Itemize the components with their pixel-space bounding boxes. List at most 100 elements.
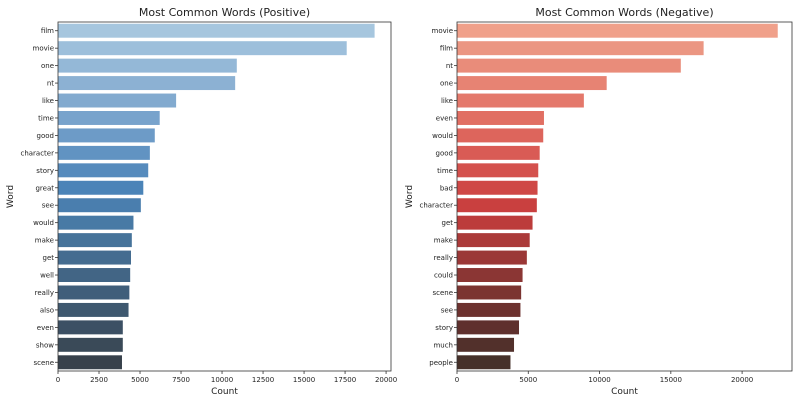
y-tick-label: would — [432, 132, 453, 140]
y-tick-label: much — [433, 341, 453, 349]
bar-scene — [58, 355, 122, 370]
bar-time — [58, 111, 160, 125]
y-axis-label: Word — [6, 185, 16, 208]
y-tick-label: nt — [446, 62, 453, 70]
x-tick-label: 20000 — [731, 376, 753, 384]
bar-story — [457, 320, 520, 335]
bar-even — [457, 111, 544, 125]
x-tick-label: 17500 — [334, 376, 356, 384]
chart-title: Most Common Words (Negative) — [535, 6, 713, 19]
bar-show — [58, 337, 123, 352]
bar-film — [457, 41, 704, 56]
x-tick-label: 10000 — [211, 376, 233, 384]
bar-nt — [58, 76, 236, 91]
bar-get — [58, 250, 131, 265]
y-tick-label: people — [429, 359, 453, 367]
bar-even — [58, 320, 123, 335]
y-tick-label: scene — [432, 289, 453, 297]
y-tick-label: film — [41, 27, 54, 35]
bar-movie — [58, 41, 347, 56]
y-axis-label: Word — [405, 185, 415, 208]
y-tick-label: story — [36, 167, 54, 175]
bar-make — [457, 233, 530, 248]
bar-really — [58, 285, 130, 300]
x-tick-label: 5000 — [131, 376, 149, 384]
x-tick-label: 12500 — [252, 376, 274, 384]
bar-like — [58, 93, 177, 108]
bar-would — [58, 215, 134, 230]
chart-positive-words: Most Common Words (Positive) Word Count … — [6, 6, 397, 397]
bar-make — [58, 233, 132, 248]
y-tick-label: movie — [33, 45, 55, 53]
x-tick-label: 2500 — [90, 376, 108, 384]
x-tick-label: 20000 — [375, 376, 397, 384]
y-tick-label: good — [436, 149, 453, 157]
bar-time — [457, 163, 539, 178]
y-tick-label: one — [41, 62, 54, 70]
bar-would — [457, 128, 544, 143]
x-tick-label: 15000 — [293, 376, 315, 384]
y-tick-labels: film movie one nt like time good character story… — [20, 27, 58, 367]
bar-bad — [457, 180, 538, 195]
y-tick-label: really — [434, 254, 453, 262]
bar-get — [457, 215, 533, 230]
y-tick-label: see — [441, 306, 453, 314]
y-tick-label: character — [419, 202, 453, 210]
y-tick-label: see — [42, 202, 54, 210]
bar-great — [58, 180, 144, 195]
y-tick-label: good — [37, 132, 54, 140]
y-tick-label: great — [35, 184, 54, 192]
y-tick-label: also — [40, 306, 54, 314]
x-tick-labels: 0 5000 10000 15000 20000 — [455, 371, 753, 384]
bar-scene — [457, 285, 522, 300]
bar-character — [457, 198, 537, 213]
x-tick-label: 0 — [455, 376, 459, 384]
plot-frame — [456, 21, 793, 372]
y-tick-label: would — [33, 219, 54, 227]
bar-one — [58, 58, 237, 73]
y-tick-label: could — [434, 272, 453, 280]
bar-good — [58, 128, 155, 143]
x-tick-label: 0 — [56, 376, 60, 384]
x-tick-label: 15000 — [660, 376, 682, 384]
y-tick-label: one — [440, 80, 453, 88]
bar-really — [457, 250, 527, 265]
y-tick-label: nt — [47, 80, 54, 88]
y-tick-label: well — [40, 272, 54, 280]
y-tick-label: like — [42, 97, 54, 105]
x-tick-labels: 0 2500 5000 7500 10000 12500 15000 17500 20000 — [56, 371, 397, 384]
y-tick-label: time — [38, 114, 54, 122]
y-tick-label: really — [35, 289, 54, 297]
y-tick-label: get — [43, 254, 55, 262]
x-tick-label: 5000 — [519, 376, 537, 384]
bar-also — [58, 302, 129, 317]
bar-movie — [457, 23, 778, 38]
bar-one — [457, 76, 607, 91]
bar-story — [58, 163, 149, 178]
y-tick-label: show — [36, 341, 54, 349]
bar-nt — [457, 58, 681, 73]
x-tick-label: 10000 — [588, 376, 610, 384]
x-axis-label: Count — [211, 387, 238, 397]
y-tick-label: make — [434, 237, 453, 245]
bar-like — [457, 93, 584, 108]
bar-character — [58, 145, 150, 160]
bar-group — [457, 23, 778, 370]
y-tick-label: movie — [432, 27, 454, 35]
y-tick-label: bad — [440, 184, 453, 192]
y-tick-labels: movie film nt one like even would good time bad ch… — [419, 27, 457, 367]
y-tick-label: even — [37, 324, 54, 332]
y-tick-label: make — [35, 237, 54, 245]
bar-well — [58, 268, 131, 282]
bar-see — [457, 302, 521, 317]
y-tick-label: film — [440, 45, 453, 53]
y-tick-label: even — [436, 114, 453, 122]
bar-group — [58, 23, 375, 370]
bar-people — [457, 355, 511, 370]
bar-could — [457, 268, 523, 282]
chart-negative-words: Most Common Words (Negative) Word Count … — [405, 6, 793, 397]
bar-see — [58, 198, 141, 213]
y-tick-label: character — [20, 149, 54, 157]
chart-title: Most Common Words (Positive) — [139, 6, 310, 19]
y-tick-label: time — [437, 167, 453, 175]
